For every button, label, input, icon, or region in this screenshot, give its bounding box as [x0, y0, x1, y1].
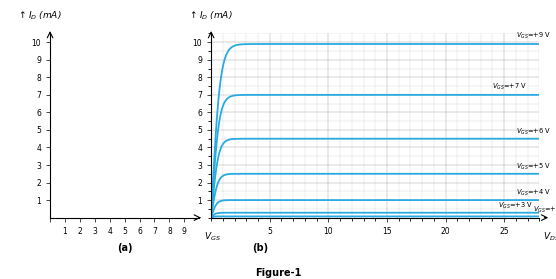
Text: $V_{GS}$=+6 V: $V_{GS}$=+6 V — [516, 126, 551, 137]
Text: $V_{GS}$=+2 V: $V_{GS}$=+2 V — [533, 205, 556, 215]
Text: $V_{GS}$=+7 V: $V_{GS}$=+7 V — [493, 82, 528, 92]
Text: $V_{GS}$=+3 V: $V_{GS}$=+3 V — [498, 201, 533, 211]
Text: $V_{GS}$=+9 V: $V_{GS}$=+9 V — [516, 31, 551, 41]
Text: $V_{GS}$=+4 V: $V_{GS}$=+4 V — [516, 188, 551, 198]
Text: $V_{DS}$(V): $V_{DS}$(V) — [543, 230, 556, 243]
Text: $V_{GS}$: $V_{GS}$ — [203, 230, 221, 243]
Text: (a): (a) — [117, 243, 132, 253]
Text: $V_{GS}$=+5 V: $V_{GS}$=+5 V — [516, 162, 551, 172]
Text: $\uparrow I_D$ (mA): $\uparrow I_D$ (mA) — [188, 10, 233, 22]
Text: Figure-1: Figure-1 — [255, 268, 301, 278]
Text: $\uparrow I_D$ (mA): $\uparrow I_D$ (mA) — [17, 10, 62, 22]
Text: (b): (b) — [252, 243, 269, 253]
